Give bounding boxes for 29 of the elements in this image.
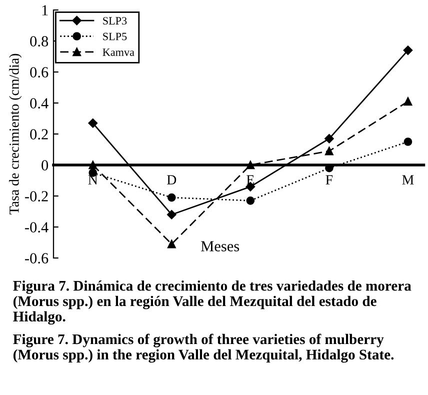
text: Figura 7. Dinámica de crecimiento de tres variedades de morera (Morus spp.) en la región Valle del Mezquital del estado de Hidalgo. xyxy=(13,280,412,325)
point xyxy=(167,240,176,248)
y-tick-label: 0.2 xyxy=(30,129,48,140)
point xyxy=(324,134,334,144)
y-tick-label: 0.8 xyxy=(30,36,48,47)
caption: Figure 7. Dynamics of growth of three varieties of mulberry (Morus spp.) in the region Valle del Mezquital, Hidalgo State. xyxy=(13,334,394,363)
y-tick-label: 1 xyxy=(42,5,48,16)
legend-label: SLP5 xyxy=(103,32,127,40)
y-tick-label: -0.4 xyxy=(25,222,48,233)
point xyxy=(325,146,334,156)
point xyxy=(404,138,412,146)
y-tick-label: 0.6 xyxy=(30,67,48,78)
x-tick-label: M xyxy=(402,175,414,184)
x-tick-label: D xyxy=(167,175,176,184)
y-tick-label: 0.4 xyxy=(30,98,48,109)
point xyxy=(167,193,176,202)
legend-label: Kamva xyxy=(102,48,134,56)
y-tick-label: -0.2 xyxy=(25,191,48,202)
point xyxy=(88,118,98,128)
x-tick-label: F xyxy=(326,175,333,184)
y-tick-label: -0.6 xyxy=(25,253,48,264)
point xyxy=(246,196,255,205)
point xyxy=(167,210,176,220)
y-axis-title: Tasa de crecimiento (cm/dia) xyxy=(9,54,22,214)
legend-label: SLP3 xyxy=(103,17,127,25)
y-tick-label: 0 xyxy=(42,160,48,170)
point xyxy=(404,97,412,106)
point xyxy=(403,46,413,55)
x-axis-title: Meses xyxy=(201,241,240,252)
